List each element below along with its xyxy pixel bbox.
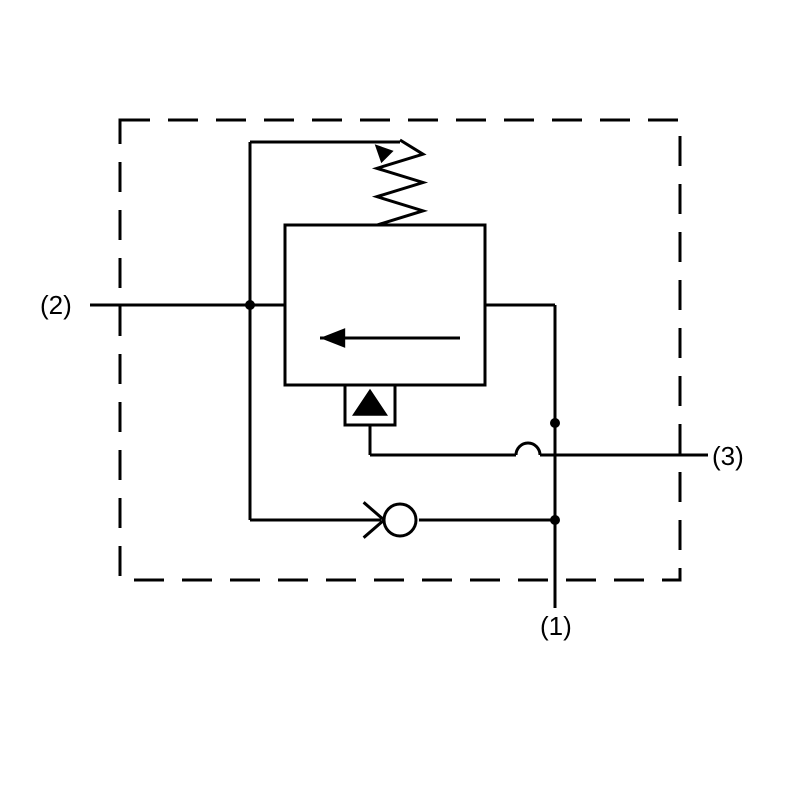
hydraulic-schematic: (2) (3) (1) [0, 0, 800, 800]
port-3-label: (3) [712, 441, 744, 471]
port-2-label: (2) [40, 290, 72, 320]
port-1-label: (1) [540, 611, 572, 641]
